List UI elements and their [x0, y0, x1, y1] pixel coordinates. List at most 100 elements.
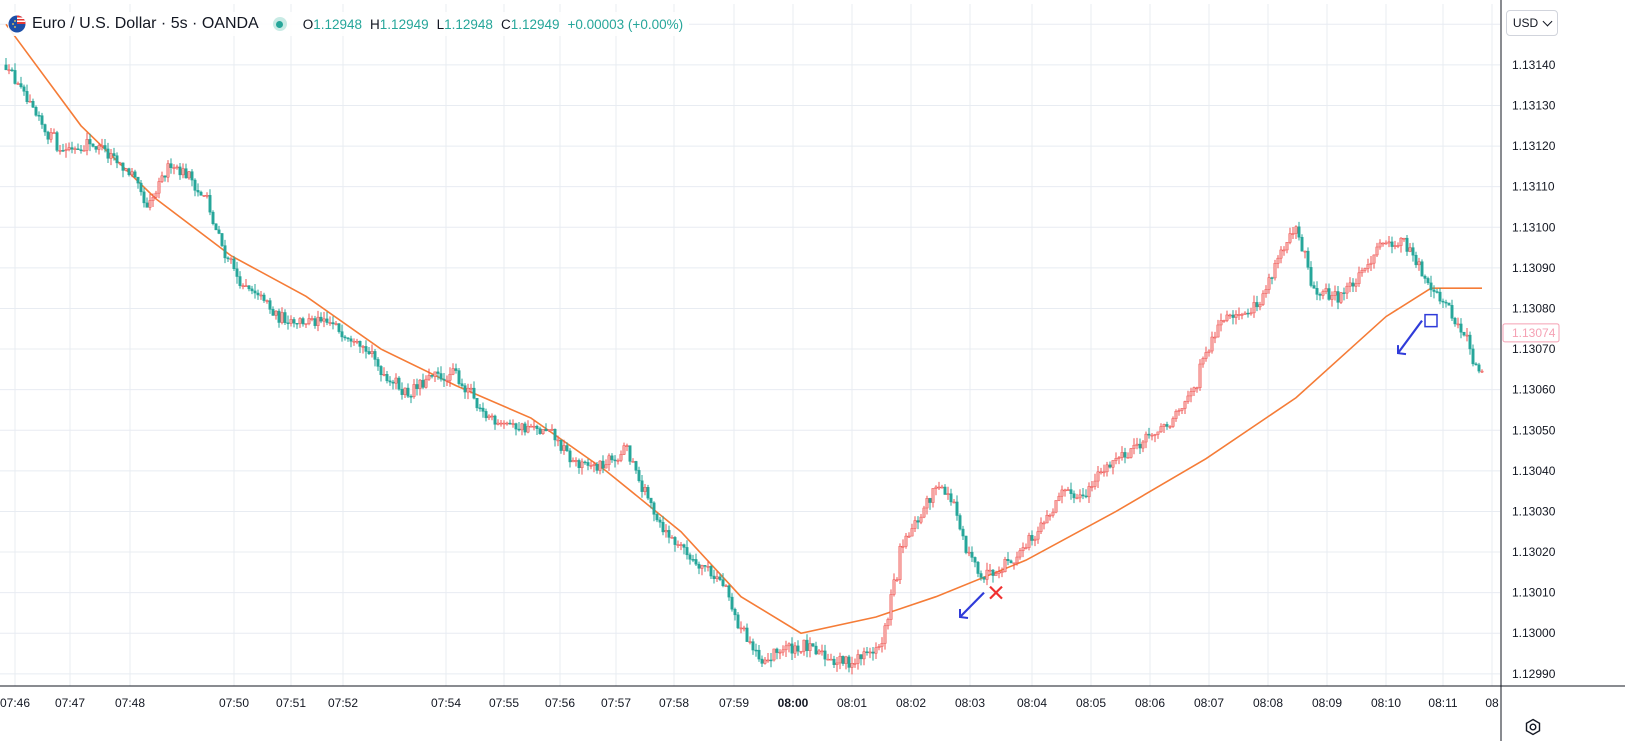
- candle: [307, 313, 311, 326]
- candle-body: [736, 614, 740, 629]
- candle: [1210, 331, 1214, 354]
- candle-body: [790, 643, 794, 654]
- candle: [1120, 446, 1124, 461]
- candle: [1240, 312, 1244, 320]
- candle-body: [1414, 254, 1418, 266]
- candle: [1138, 438, 1142, 455]
- symbol-title[interactable]: Euro / U.S. Dollar · 5s · OANDA: [32, 15, 259, 32]
- candle: [157, 177, 161, 199]
- candle-body: [586, 462, 590, 466]
- candle: [778, 649, 782, 660]
- candle: [958, 513, 962, 531]
- candle-body: [856, 654, 860, 664]
- candle-body: [1462, 331, 1466, 336]
- y-tick-label: 1.13010: [1512, 586, 1556, 600]
- candle-body: [505, 422, 509, 425]
- x-tick-label: 07:59: [719, 696, 749, 710]
- candle: [1336, 286, 1340, 310]
- candle-body: [685, 547, 689, 556]
- candle: [829, 653, 833, 661]
- candle-body: [1381, 242, 1385, 245]
- candle-body: [199, 191, 203, 196]
- candle: [316, 310, 320, 332]
- moving-average-series: [5, 23, 1482, 635]
- candle: [358, 340, 362, 354]
- candle-body: [796, 645, 800, 652]
- candle: [625, 443, 629, 452]
- candle-body: [1270, 277, 1274, 279]
- candle-body: [355, 340, 359, 343]
- candle: [1123, 447, 1127, 464]
- candle-body: [148, 200, 152, 208]
- candle: [457, 368, 461, 386]
- candle: [1420, 259, 1424, 277]
- annotation-layer: [959, 313, 1438, 619]
- candle: [517, 421, 521, 432]
- candle: [1018, 547, 1022, 560]
- gear-icon[interactable]: [1522, 716, 1544, 738]
- candle-body: [13, 70, 17, 84]
- candle-body: [559, 439, 563, 451]
- candle-body: [382, 374, 386, 376]
- candle: [499, 419, 503, 427]
- candle-body: [397, 377, 401, 390]
- candle-body: [922, 507, 926, 518]
- candle: [1456, 317, 1460, 329]
- candle: [997, 566, 1001, 579]
- candle-body: [304, 323, 308, 325]
- candle-body: [1147, 433, 1151, 436]
- candle-body: [1003, 559, 1007, 573]
- candle-body: [784, 645, 788, 651]
- candle: [754, 643, 758, 657]
- candle-body: [127, 168, 131, 175]
- candle: [604, 459, 608, 469]
- candle: [343, 335, 347, 341]
- candle: [43, 123, 47, 136]
- candle-body: [346, 337, 350, 340]
- candle-body: [202, 195, 206, 197]
- candle-body: [913, 520, 917, 529]
- x-tick-label: 07:54: [431, 696, 461, 710]
- candle: [817, 648, 821, 655]
- candle: [271, 306, 275, 316]
- candle-body: [973, 557, 977, 563]
- x-tick-label: 07:52: [328, 696, 358, 710]
- candle-body: [295, 322, 299, 325]
- candle-body: [1150, 434, 1154, 437]
- candle-body: [1087, 486, 1091, 498]
- candle: [463, 383, 467, 399]
- candle: [598, 460, 602, 475]
- candle-body: [124, 168, 128, 171]
- candle-body: [1324, 288, 1328, 292]
- candle: [259, 291, 263, 300]
- candle-body: [1441, 300, 1445, 303]
- candle-body: [1375, 246, 1379, 256]
- candle-body: [853, 663, 857, 665]
- candle-body: [1396, 245, 1400, 247]
- candle: [367, 347, 371, 355]
- candle: [613, 455, 617, 468]
- candle-body: [1171, 418, 1175, 427]
- candle: [1030, 530, 1034, 546]
- candle: [130, 167, 134, 178]
- candle-body: [28, 100, 32, 103]
- candle: [1027, 532, 1031, 551]
- candle: [877, 644, 881, 651]
- candle: [1441, 298, 1445, 309]
- candle-body: [1144, 433, 1148, 443]
- candle-body: [871, 651, 875, 654]
- candle: [775, 647, 779, 660]
- candle: [628, 445, 632, 465]
- currency-select[interactable]: USD: [1506, 10, 1558, 36]
- candle-body: [994, 573, 998, 576]
- candle-body: [583, 461, 587, 464]
- candle-body: [1285, 242, 1289, 251]
- candle-body: [442, 378, 446, 381]
- candle: [538, 426, 542, 435]
- candle: [478, 404, 482, 412]
- candle-body: [76, 148, 80, 150]
- candle: [1279, 246, 1283, 264]
- candle-body: [1450, 305, 1454, 319]
- candle-body: [229, 258, 233, 261]
